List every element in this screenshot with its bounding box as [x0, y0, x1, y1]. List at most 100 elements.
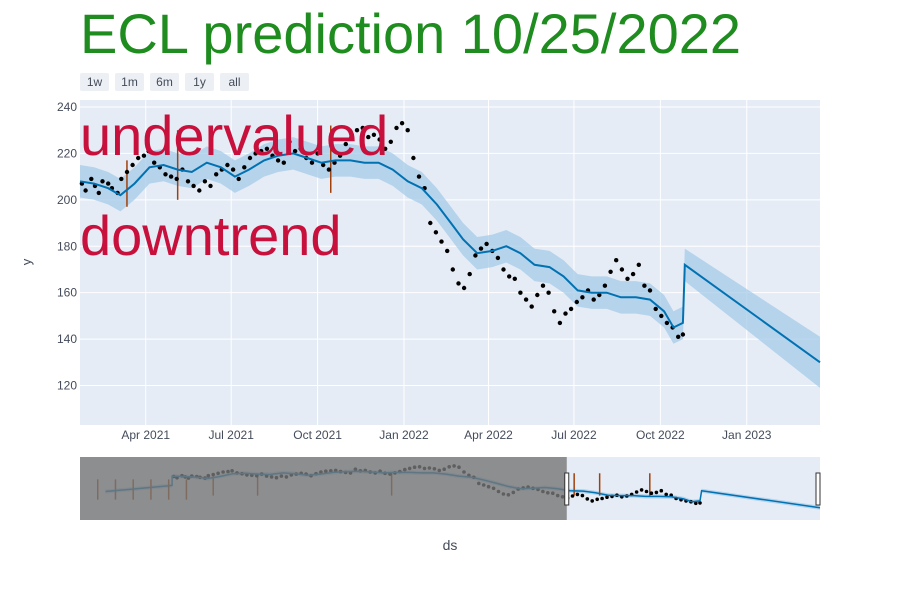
range-button-1w[interactable]: 1w [80, 73, 109, 91]
actual-point [130, 162, 135, 168]
y-tick-label: 120 [57, 379, 77, 393]
actual-point [411, 155, 416, 161]
y-tick-label: 240 [57, 100, 77, 114]
actual-point [495, 255, 501, 261]
actual-point [208, 183, 213, 189]
actual-point [602, 283, 608, 288]
actual-point [366, 134, 371, 140]
actual-point [119, 176, 124, 182]
actual-point [83, 188, 88, 193]
range-button-6m[interactable]: 6m [150, 73, 179, 91]
actual-point [456, 281, 461, 286]
actual-point [96, 190, 102, 196]
range-slider-point [654, 490, 659, 495]
actual-point [349, 134, 354, 140]
y-tick-label: 180 [57, 239, 77, 253]
range-slider-handle-left[interactable] [564, 472, 570, 506]
range-slider-point [595, 497, 599, 502]
actual-point [523, 297, 529, 302]
actual-point [557, 320, 563, 326]
actual-point [242, 165, 247, 170]
actual-point [136, 155, 141, 161]
actual-point [450, 267, 455, 272]
range-slider-point [659, 488, 664, 493]
range-slider-point [649, 491, 654, 496]
range-slider[interactable] [80, 457, 821, 520]
actual-point [236, 176, 241, 182]
range-slider-handle-right[interactable] [815, 472, 821, 506]
actual-point [388, 139, 393, 144]
actual-point [659, 313, 664, 319]
actual-point [507, 274, 512, 279]
actual-point [253, 151, 258, 156]
y-tick-label: 140 [57, 332, 77, 346]
range-button-1y[interactable]: 1y [185, 73, 214, 91]
actual-point [568, 306, 574, 312]
actual-point [664, 320, 670, 326]
actual-point [354, 128, 360, 133]
x-tick-label: Jan 2022 [379, 428, 429, 442]
actual-point [529, 304, 534, 309]
actual-point [230, 167, 236, 172]
range-slider-point [639, 488, 644, 492]
actual-point [146, 148, 151, 154]
actual-point [625, 276, 630, 281]
actual-point [337, 153, 343, 158]
actual-point [680, 332, 686, 337]
actual-point [630, 271, 636, 277]
x-tick-label: Apr 2021 [121, 428, 170, 442]
actual-point [106, 181, 111, 186]
x-tick-label: Jul 2022 [551, 428, 597, 442]
annotation-undervalued: undervalued [80, 104, 389, 167]
range-slider-mask [80, 457, 567, 520]
range-slider-point [570, 494, 575, 498]
plot-grid [80, 100, 820, 425]
actual-point [371, 132, 377, 137]
actual-point [264, 146, 270, 151]
range-button-1m[interactable]: 1m [115, 73, 144, 91]
actual-point [473, 253, 478, 258]
y-tick-label: 220 [57, 146, 77, 160]
actual-point [185, 179, 191, 184]
range-slider-point [605, 495, 609, 500]
actual-point [168, 174, 174, 179]
actual-point [191, 183, 196, 189]
range-slider-point [694, 501, 698, 506]
actual-point [461, 285, 467, 291]
y-tick-label: 160 [57, 286, 77, 300]
actual-point [467, 271, 472, 277]
actual-point [321, 162, 326, 168]
range-slider-point [590, 499, 594, 503]
range-slider-point [644, 489, 649, 494]
x-tick-label: Jan 2023 [722, 428, 772, 442]
range-slider-point [575, 492, 580, 497]
range-slider-point [600, 496, 604, 501]
actual-point [163, 172, 168, 177]
actual-point [552, 309, 557, 314]
actual-point [535, 292, 540, 298]
actual-point [394, 125, 399, 131]
actual-point [405, 128, 410, 133]
actual-point [89, 176, 94, 182]
actual-point [377, 137, 382, 142]
range-slider-point [698, 501, 702, 505]
actual-point [574, 299, 579, 305]
actual-point [214, 172, 219, 177]
actual-point [174, 176, 179, 182]
actual-point [399, 121, 405, 126]
range-button-all[interactable]: all [220, 73, 249, 91]
actual-point [642, 283, 647, 288]
actual-point [591, 297, 596, 302]
actual-point [202, 179, 208, 184]
actual-point [259, 148, 264, 154]
range-slider-point [664, 492, 668, 497]
actual-point [281, 160, 286, 165]
actual-point [445, 248, 450, 254]
range-slider-point [585, 497, 590, 501]
actual-point [292, 148, 298, 154]
actual-point [563, 311, 568, 316]
y-tick-label: 200 [57, 193, 77, 207]
range-slider-point [580, 493, 585, 498]
y-axis-title: y [19, 258, 34, 265]
